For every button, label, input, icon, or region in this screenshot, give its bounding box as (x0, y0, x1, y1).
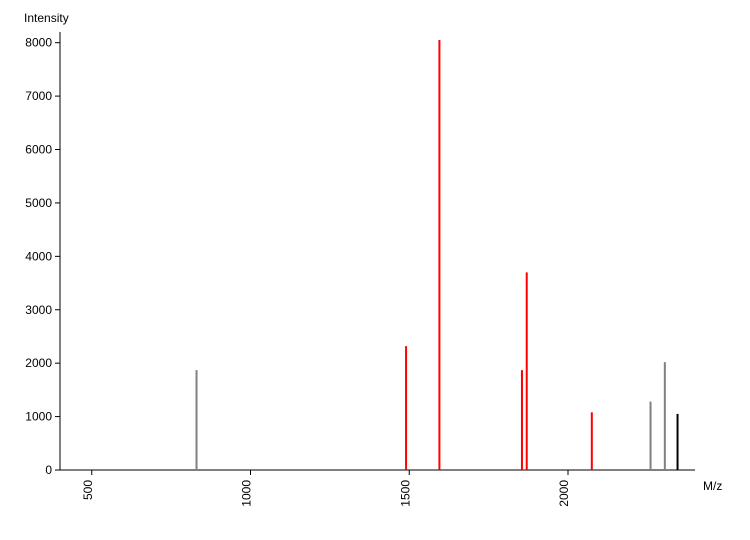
x-axis-title: M/z (703, 479, 722, 493)
x-tick-label: 500 (81, 480, 95, 500)
y-tick-label: 8000 (25, 36, 52, 50)
y-tick-label: 0 (45, 463, 52, 477)
chart-svg: 0 1000 2000 3000 4000 5000 6000 7000 8000 500 1000… (0, 0, 750, 540)
y-tick-label: 6000 (25, 143, 52, 157)
x-tick-label: 1000 (240, 480, 254, 507)
x-tick-label: 2000 (557, 480, 571, 507)
y-tick-label: 7000 (25, 89, 52, 103)
x-tick-label: 1500 (398, 480, 412, 507)
y-tick-label: 2000 (25, 356, 52, 370)
y-axis-title: Intensity (24, 11, 69, 25)
y-tick-label: 1000 (25, 410, 52, 424)
y-tick-label: 4000 (25, 249, 52, 263)
y-tick-label: 3000 (25, 303, 52, 317)
y-tick-label: 5000 (25, 196, 52, 210)
spectrum-chart: 0 1000 2000 3000 4000 5000 6000 7000 8000 500 1000… (0, 0, 750, 540)
